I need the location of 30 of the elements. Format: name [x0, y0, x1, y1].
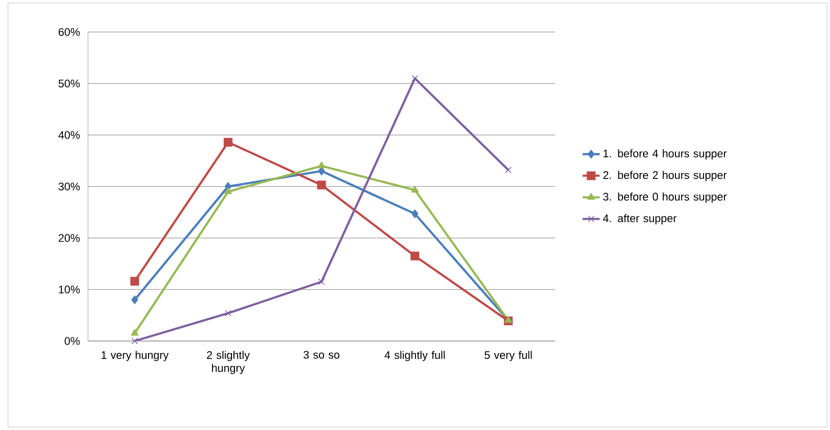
point — [318, 162, 326, 168]
x-tick-label: 2 slightly hungry — [206, 350, 250, 374]
y-tick-label: 40% — [58, 131, 80, 139]
point — [224, 138, 232, 147]
point — [318, 278, 325, 285]
point — [131, 338, 138, 344]
point — [505, 166, 512, 174]
point — [131, 295, 138, 304]
y-tick-label: 60% — [58, 28, 80, 36]
point — [130, 276, 140, 286]
x-tick-label: 5 very full — [484, 350, 532, 362]
y-tick-label: 50% — [58, 80, 80, 88]
point — [412, 209, 418, 218]
legend-label: 3. before 0 hours supper — [603, 192, 727, 203]
x-tick-label: 1 very hungry — [102, 350, 169, 362]
point — [411, 186, 419, 192]
legend-label: 4. after supper — [602, 214, 677, 224]
y-tick-label: 10% — [58, 286, 80, 294]
y-tick-label: 30% — [58, 182, 80, 190]
y-tick-label: 20% — [58, 234, 80, 242]
x-tick-label: 3 so so — [304, 350, 340, 359]
point — [224, 187, 232, 194]
point — [317, 180, 326, 190]
point — [224, 310, 232, 316]
x-tick-label: 4 slightly full — [384, 350, 445, 362]
legend-label: 1. before 4 hours supper — [604, 149, 727, 160]
point — [130, 328, 139, 336]
point — [410, 252, 420, 260]
legend-label: 2. before 2 hours supper — [603, 170, 727, 182]
y-tick-label: 0% — [64, 337, 80, 345]
